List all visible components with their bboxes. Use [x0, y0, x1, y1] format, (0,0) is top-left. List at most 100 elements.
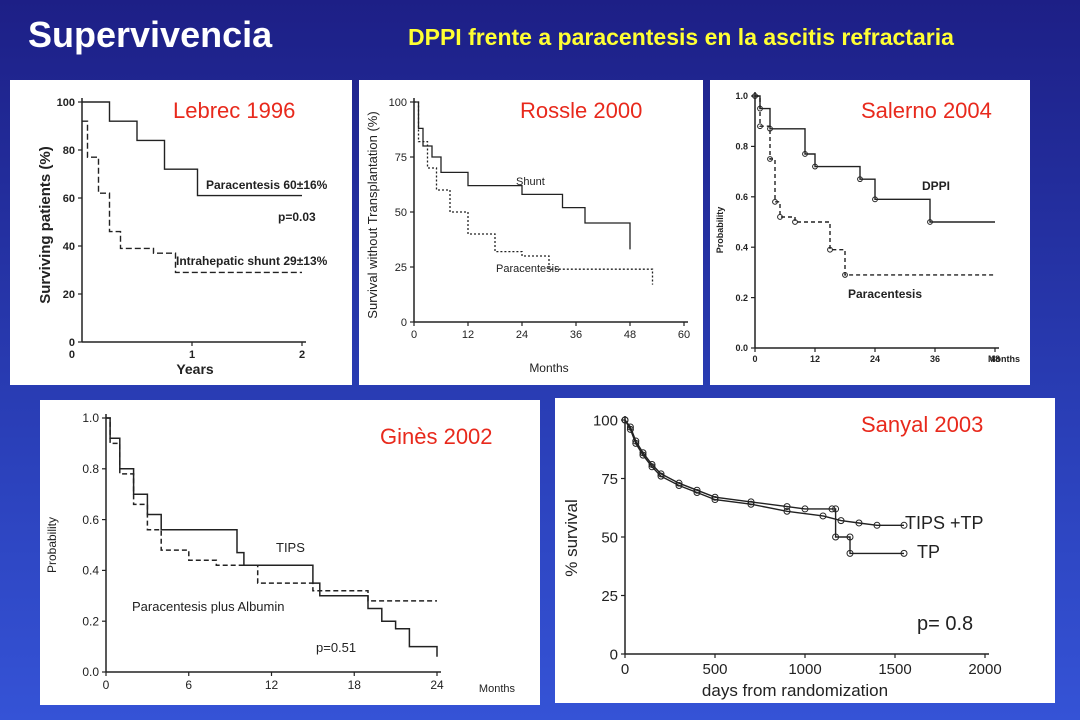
x-tick-label: 500: [702, 661, 727, 678]
series-point-1: [632, 437, 640, 445]
series-point-1: [832, 505, 840, 513]
x-tick-label: 24: [430, 678, 444, 692]
series-point-1: [828, 505, 836, 513]
y-axis-label: Probability: [715, 207, 725, 254]
y-tick-label: 0.8: [82, 462, 99, 476]
series-label-paracentesis: Paracentesis 60±16%: [206, 178, 328, 192]
y-tick-label: 1.0: [735, 91, 748, 101]
series-point-1: [846, 549, 854, 557]
y-tick-label: 60: [63, 193, 75, 205]
x-tick-label: 24: [870, 354, 880, 364]
series-line-0: [755, 95, 995, 223]
series-label-paracentesis: Paracentesis: [496, 263, 560, 275]
p-value-label: p= 0.8: [917, 613, 973, 635]
panel-label-lebrec: Lebrec 1996: [173, 98, 296, 123]
y-tick-label: 40: [63, 241, 75, 253]
y-axis-label: Survival without Transplantation (%): [365, 111, 380, 318]
y-tick-label: 100: [389, 97, 407, 109]
series-label-tips: TIPS: [276, 540, 305, 555]
series-line-1: [106, 417, 437, 602]
series-point-1: [832, 533, 840, 541]
x-tick-label: 1: [189, 349, 195, 361]
chart-gines: 0.0 0.2 0.4 0.6 0.8 1.0 0 6 12 18 24 Months Probabil…: [45, 411, 515, 695]
series-label-shunt: Shunt: [516, 176, 545, 188]
series-point-1: [792, 219, 798, 225]
x-axis-label: Months: [988, 354, 1020, 364]
series-label-tips-tp: TIPS +TP: [905, 513, 984, 533]
series-line-1: [82, 120, 302, 274]
series-label-shunt: Intrahepatic shunt 29±13%: [176, 254, 328, 268]
y-tick-label: 50: [601, 529, 618, 546]
x-tick-label: 0: [621, 661, 629, 678]
panel-sanyal: 0 25 50 75 100 0 500 1000 1500 2000 days from rand…: [555, 398, 1055, 703]
series-point-1: [846, 533, 854, 541]
panel-label-sanyal: Sanyal 2003: [861, 412, 984, 437]
x-tick-label: 12: [462, 329, 474, 341]
series-point-0: [802, 151, 808, 157]
y-tick-label: 0.2: [82, 614, 99, 628]
series-point-1: [639, 449, 647, 457]
series-point-1: [757, 123, 763, 130]
series-point-1: [777, 214, 783, 220]
x-tick-label: 18: [348, 678, 362, 692]
y-tick-label: 0.6: [735, 192, 748, 202]
x-tick-label: 48: [624, 329, 636, 341]
series-line-1: [624, 419, 904, 555]
y-tick-label: 80: [63, 145, 75, 157]
series-point-0: [819, 512, 827, 520]
series-point-1: [900, 549, 908, 557]
series-point-1: [657, 470, 665, 478]
y-tick-label: 1.0: [82, 411, 99, 425]
series-point-1: [767, 156, 773, 162]
x-tick-label: 0: [752, 354, 757, 364]
y-tick-label: 0.4: [735, 242, 748, 252]
panel-lebrec: 0 20 40 60 80 100 1 2 0 Years Surviving patients (…: [10, 80, 352, 385]
y-tick-label: 75: [395, 152, 407, 164]
series-label-paracentesis: Paracentesis plus Albumin: [132, 599, 284, 614]
series-point-1: [621, 416, 629, 424]
series-line-0: [624, 419, 904, 527]
series-line-1: [414, 101, 654, 285]
series-point-1: [772, 198, 778, 205]
chart-rossle: 0 25 50 75 100 0 12 24 36 48 60 Months Survival with…: [365, 97, 690, 375]
y-tick-label: 25: [601, 588, 618, 605]
y-tick-label: 100: [593, 412, 618, 429]
y-tick-label: 25: [395, 262, 407, 274]
y-tick-label: 0.2: [735, 293, 748, 303]
x-tick-label: 2: [299, 349, 305, 361]
series-point-1: [626, 423, 634, 431]
series-point-1: [747, 498, 755, 506]
x-tick-label: 12: [810, 354, 820, 364]
y-tick-label: 0.6: [82, 513, 99, 527]
x-tick-label: 2000: [968, 661, 1001, 678]
series-point-1: [783, 503, 791, 511]
series-point-1: [842, 272, 848, 278]
x-axis-label: Years: [176, 361, 214, 377]
x-tick-label: 0: [103, 678, 110, 692]
y-tick-label: 0.0: [82, 665, 99, 679]
y-tick-label: 0: [69, 337, 75, 349]
panel-label-salerno: Salerno 2004: [861, 98, 992, 123]
series-point-1: [648, 460, 656, 468]
panel-label-gines: Ginès 2002: [380, 424, 493, 449]
x-tick-label: 1500: [878, 661, 911, 678]
series-label-tp: TP: [917, 542, 940, 562]
x-tick-label: 60: [678, 329, 690, 341]
panel-salerno: 0.0 0.2 0.4 0.6 0.8 1.0 0 12 24 36 48 Months Probabi…: [710, 80, 1030, 385]
x-axis-label: days from randomization: [702, 681, 888, 700]
series-point-1: [711, 493, 719, 501]
y-tick-label: 0: [401, 317, 407, 329]
y-axis-label: Probability: [45, 517, 59, 573]
y-tick-label: 0: [610, 646, 618, 663]
y-tick-label: 0.8: [735, 142, 748, 152]
y-tick-label: 20: [63, 289, 75, 301]
series-point-0: [873, 521, 881, 529]
series-line-0: [414, 101, 631, 250]
y-tick-label: 0.0: [735, 343, 748, 353]
panel-label-rossle: Rossle 2000: [520, 98, 643, 123]
series-point-0: [872, 196, 878, 203]
y-tick-label: 0.4: [82, 564, 99, 578]
